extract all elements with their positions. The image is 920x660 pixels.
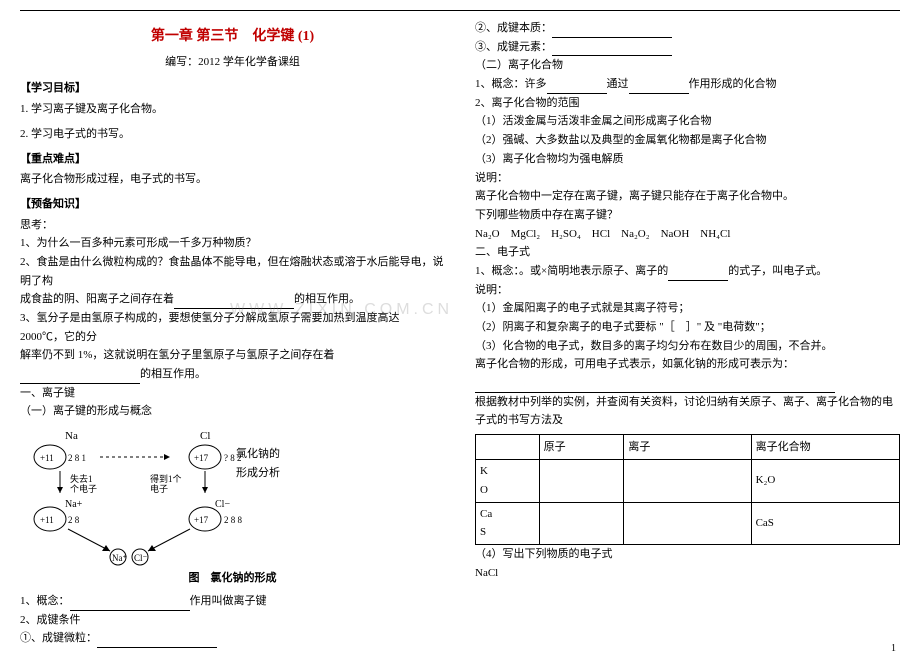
- e2b: （2）阴离子和复杂离子的电子式要标 "［ ］" 及 "电荷数"；: [475, 318, 900, 337]
- p22: ②、成键本质：: [475, 19, 900, 38]
- p23: ③、成键元素：: [475, 38, 900, 57]
- sec2: （二）离子化合物: [475, 56, 900, 75]
- author-line: 编写：2012 学年化学备课组: [20, 53, 445, 72]
- q2-line2: 成食盐的阴、阳离子之间存在着 的相互作用。: [20, 290, 445, 309]
- p2: 2、成键条件: [20, 611, 445, 630]
- e2c: （3）化合物的电子式，数目多的离子均匀分布在数目少的周围，不合并。: [475, 337, 900, 356]
- blank-6: [552, 43, 672, 56]
- svg-text:Na⁺: Na⁺: [112, 553, 127, 563]
- svg-text:得到1个: 得到1个: [150, 473, 182, 484]
- blank-4: [97, 635, 217, 648]
- dg-clminus: Cl−: [215, 499, 230, 510]
- blank-10: [475, 380, 835, 393]
- e2a: （1）金属阳离子的电子式就是其离子符号；: [475, 299, 900, 318]
- r2c: （3）离子化合物均为强电解质: [475, 150, 900, 169]
- dg-c281: 2 8 1: [68, 453, 86, 463]
- blank-5: [552, 25, 672, 38]
- blank-2: [20, 371, 140, 384]
- svg-text:+17: +17: [194, 515, 209, 525]
- q2b: 成食盐的阴、阳离子之间存在着: [20, 293, 174, 305]
- q2-line1: 2、食盐是由什么微粒构成的？食盐晶体不能导电，但在熔融状态或溶于水后能导电，说明…: [20, 253, 445, 290]
- row1-c3: K₂O: [751, 460, 899, 502]
- r1: 1、概念：许多通过作用形成的化合物: [475, 75, 900, 94]
- th2: 离子: [624, 435, 751, 460]
- p1a: 1、概念：: [20, 595, 70, 607]
- goals-head: 【学习目标】: [20, 79, 445, 98]
- think-label: 思考：: [20, 216, 445, 235]
- th-empty: [476, 435, 540, 460]
- blank-1: [174, 296, 294, 309]
- right-column: ②、成键本质： ③、成键元素： （二）离子化合物 1、概念：许多通过作用形成的化…: [475, 19, 900, 648]
- row2-c2: [624, 502, 751, 544]
- blank-3: [70, 598, 190, 611]
- p21: ①、成键微粒：: [20, 629, 445, 648]
- blank-9: [668, 268, 728, 281]
- r5: （4）写出下列物质的电子式: [475, 545, 900, 564]
- q2c: 的相互作用。: [294, 293, 360, 305]
- left-column: 第一章 第三节 化学键 (1) 编写：2012 学年化学备课组 【学习目标】 1…: [20, 19, 445, 648]
- q3c: 的相互作用。: [140, 368, 206, 380]
- row1-c2: [624, 460, 751, 502]
- q1: 1、为什么一百多种元素可形成一千多万种物质？: [20, 234, 445, 253]
- q3b: 解率仍不到 1%，这就说明在氢分子里氢原子与氢原子之间存在着: [20, 349, 334, 361]
- th1: 原子: [539, 435, 624, 460]
- doc-title: 第一章 第三节 化学键 (1): [20, 25, 445, 49]
- page-number: 1: [891, 643, 896, 654]
- r3: 离子化合物中一定存在离子键，离子键只能存在于离子化合物中。: [475, 187, 900, 206]
- r2b: （2）强碱、大多数盐以及典型的金属氧化物都是离子化合物: [475, 131, 900, 150]
- dg-c17: +17: [194, 453, 209, 463]
- row2-label: CaS: [476, 502, 540, 544]
- r2a: （1）活泼金属与活泼非金属之间形成离子化合物: [475, 112, 900, 131]
- r4: 下列哪些物质中存在离子键？: [475, 206, 900, 225]
- sec3: 二、电子式: [475, 243, 900, 262]
- r2: 2、离子化合物的范围: [475, 94, 900, 113]
- dg-cl: Cl: [200, 430, 210, 442]
- key-text: 离子化合物形成过程，电子式的书写。: [20, 170, 445, 189]
- diagram-caption: 图 氯化钠的形成: [20, 569, 445, 588]
- row2-c3: CaS: [751, 502, 899, 544]
- dg-naplus: Na+: [65, 499, 83, 510]
- diagram-note: 氯化钠的形成分析: [236, 445, 280, 482]
- dg-c11: +11: [40, 453, 54, 463]
- row1-label: KO: [476, 460, 540, 502]
- section-1: 一、离子键: [20, 384, 445, 403]
- e1: 1、概念：。或×简明地表示原子、离子的的式子，叫电子式。: [475, 262, 900, 281]
- e3: 离子化合物的形成，可用电子式表示，如氯化钠的形成可表示为：: [475, 355, 900, 374]
- th3: 离子化合物: [751, 435, 899, 460]
- svg-text:个电子: 个电子: [70, 483, 97, 494]
- prep-head: 【预备知识】: [20, 195, 445, 214]
- key-head: 【重点难点】: [20, 150, 445, 169]
- row2-c1: [539, 502, 624, 544]
- blank-8: [629, 81, 689, 94]
- note: 说明：: [475, 169, 900, 188]
- row1-c1: [539, 460, 624, 502]
- svg-text:+11: +11: [40, 515, 54, 525]
- section-1a: （一）离子键的形成与概念: [20, 402, 445, 421]
- dg-c28: 2 8: [68, 515, 80, 525]
- nacl-diagram: Na Cl +11 2 8 1 ? 8 2 +17 失去1 个电子 得到1个: [20, 427, 280, 567]
- goal-2: 2. 学习电子式的书写。: [20, 125, 445, 144]
- svg-text:电子: 电子: [150, 483, 168, 494]
- svg-text:Cl⁻: Cl⁻: [134, 553, 148, 563]
- blank-7: [547, 81, 607, 94]
- goal-1: 1. 学习离子键及离子化合物。: [20, 100, 445, 119]
- electron-table: 原子 离子 离子化合物 KO K₂O CaS CaS: [475, 434, 900, 545]
- note2: 说明：: [475, 281, 900, 300]
- task: 根据教材中列举的实例，并查阅有关资料，讨论归纳有关原子、离子、离子化合物的电子式…: [475, 393, 900, 430]
- svg-text:失去1: 失去1: [70, 473, 93, 484]
- p1b: 作用叫做离子键: [190, 595, 267, 607]
- formula-line: Na₂O MgCl₂ H₂SO₄ HCl Na₂O₂ NaOH NH₄Cl: [475, 225, 900, 244]
- dg-c288: 2 8 8: [224, 515, 243, 525]
- p1: 1、概念： 作用叫做离子键: [20, 592, 445, 611]
- r5a: NaCl: [475, 564, 900, 583]
- q3-line2: 解率仍不到 1%，这就说明在氢分子里氢原子与氢原子之间存在着的相互作用。: [20, 346, 445, 383]
- dg-na: Na: [65, 430, 78, 442]
- q3-line1: 3、氢分子是由氢原子构成的，要想使氢分子分解成氢原子需要加热到温度高达 2000…: [20, 309, 445, 346]
